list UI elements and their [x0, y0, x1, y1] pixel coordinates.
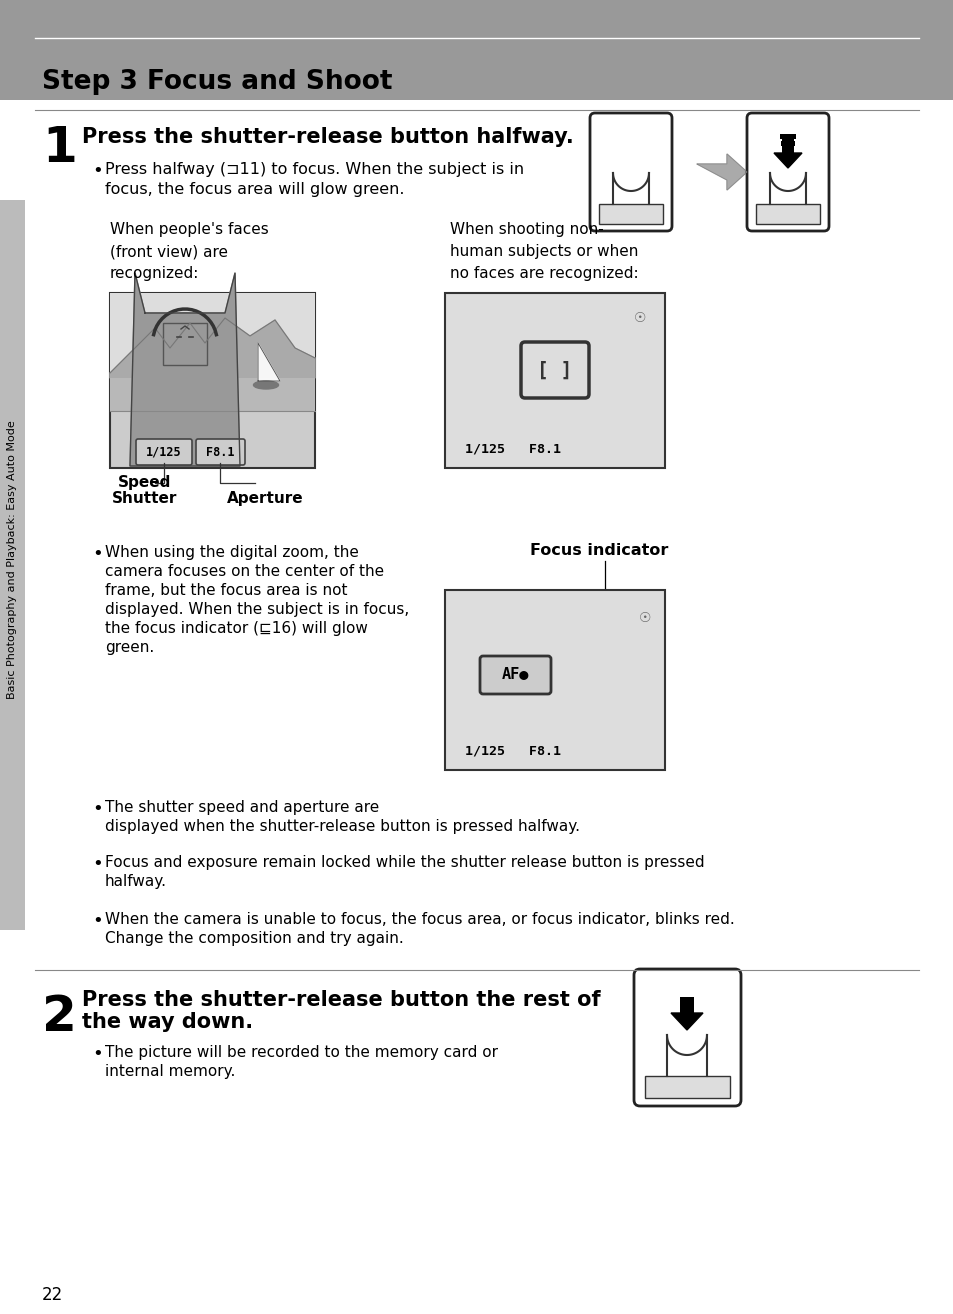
Text: displayed when the shutter-release button is pressed halfway.: displayed when the shutter-release butto… [105, 819, 579, 834]
Bar [781, 141, 794, 146]
Text: the focus indicator (⊑16) will glow: the focus indicator (⊑16) will glow [105, 622, 368, 636]
Text: 1: 1 [42, 124, 77, 172]
Text: Focus and exposure remain locked while the shutter release button is pressed: Focus and exposure remain locked while t… [105, 855, 704, 870]
Polygon shape [110, 318, 314, 378]
Text: Change the composition and try again.: Change the composition and try again. [105, 932, 403, 946]
Bar [110, 293, 314, 468]
Text: Speed: Speed [118, 474, 172, 490]
Text: When people's faces
(front view) are
recognized:: When people's faces (front view) are rec… [110, 222, 269, 281]
FancyBboxPatch shape [589, 113, 671, 231]
Bar [110, 378, 314, 411]
Text: •: • [91, 1045, 103, 1063]
Text: AF●: AF● [500, 668, 528, 682]
Text: When using the digital zoom, the: When using the digital zoom, the [105, 545, 358, 560]
FancyBboxPatch shape [746, 113, 828, 231]
Circle shape [157, 313, 213, 369]
Polygon shape [257, 343, 280, 381]
FancyBboxPatch shape [634, 968, 740, 1106]
Text: halfway.: halfway. [105, 874, 167, 890]
Bar [781, 148, 793, 152]
Text: 22: 22 [42, 1286, 63, 1303]
Text: Press the shutter-release button halfway.: Press the shutter-release button halfway… [82, 127, 573, 147]
Text: 1/125   F8.1: 1/125 F8.1 [464, 443, 560, 456]
Text: 1/125   F8.1: 1/125 F8.1 [464, 745, 560, 758]
Bar [781, 138, 793, 152]
Text: Aperture: Aperture [227, 491, 303, 506]
Text: the way down.: the way down. [82, 1012, 253, 1031]
Bar [0, 0, 953, 100]
Bar [679, 997, 693, 1013]
Text: •: • [91, 912, 103, 930]
Text: F8.1: F8.1 [206, 445, 234, 459]
Text: [ ]: [ ] [537, 360, 572, 380]
Text: frame, but the focus area is not: frame, but the focus area is not [105, 583, 347, 598]
Text: The picture will be recorded to the memory card or: The picture will be recorded to the memo… [105, 1045, 497, 1060]
Bar [644, 1076, 729, 1099]
Text: Step 3 Focus and Shoot: Step 3 Focus and Shoot [42, 70, 392, 95]
Bar [780, 134, 795, 139]
Text: Press halfway (⊐11) to focus. When the subject is in: Press halfway (⊐11) to focus. When the s… [105, 162, 523, 177]
FancyBboxPatch shape [195, 439, 245, 465]
Text: •: • [91, 545, 103, 562]
Polygon shape [130, 273, 240, 466]
Text: internal memory.: internal memory. [105, 1064, 235, 1079]
Polygon shape [773, 152, 801, 168]
Bar [444, 590, 664, 770]
Text: •: • [91, 162, 103, 180]
Bar [755, 204, 820, 223]
FancyBboxPatch shape [479, 656, 551, 694]
FancyBboxPatch shape [136, 439, 192, 465]
Text: ☉: ☉ [639, 611, 651, 625]
Text: 2: 2 [42, 993, 77, 1041]
Text: Shutter: Shutter [112, 491, 177, 506]
Text: Focus indicator: Focus indicator [530, 543, 668, 558]
Ellipse shape [253, 381, 278, 389]
Bar [163, 323, 207, 365]
Text: When shooting non-
human subjects or when
no faces are recognized:: When shooting non- human subjects or whe… [450, 222, 638, 281]
Polygon shape [670, 1013, 702, 1030]
Text: Basic Photography and Playback: Easy Auto Mode: Basic Photography and Playback: Easy Aut… [7, 420, 17, 699]
Text: When the camera is unable to focus, the focus area, or focus indicator, blinks r: When the camera is unable to focus, the … [105, 912, 734, 926]
Text: green.: green. [105, 640, 154, 654]
Bar [0, 200, 25, 930]
Text: displayed. When the subject is in focus,: displayed. When the subject is in focus, [105, 602, 409, 618]
Text: camera focuses on the center of the: camera focuses on the center of the [105, 564, 384, 579]
Text: focus, the focus area will glow green.: focus, the focus area will glow green. [105, 183, 404, 197]
Text: •: • [91, 800, 103, 819]
Polygon shape [697, 154, 746, 191]
Text: The shutter speed and aperture are: The shutter speed and aperture are [105, 800, 379, 815]
Bar [110, 293, 314, 378]
Text: Press the shutter-release button the rest of: Press the shutter-release button the res… [82, 989, 600, 1010]
Text: ☉: ☉ [633, 311, 645, 325]
Bar [444, 293, 664, 468]
Bar [598, 204, 662, 223]
Text: 1/125: 1/125 [146, 445, 182, 459]
Text: •: • [91, 855, 103, 872]
